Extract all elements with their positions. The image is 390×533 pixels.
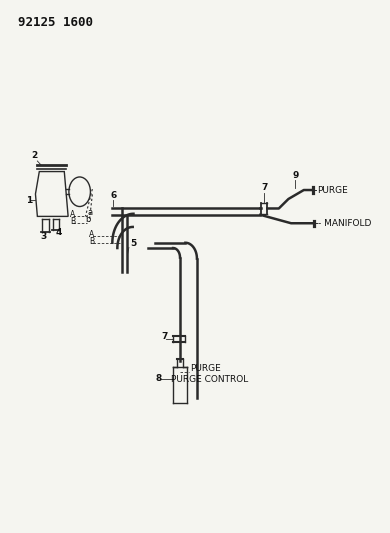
Text: PURGE CONTROL: PURGE CONTROL bbox=[171, 375, 248, 384]
Text: 8: 8 bbox=[155, 374, 161, 383]
Text: PURGE: PURGE bbox=[317, 185, 348, 195]
Text: - MANIFOLD: - MANIFOLD bbox=[318, 219, 371, 228]
Text: PURGE: PURGE bbox=[190, 364, 221, 373]
Text: b: b bbox=[85, 215, 91, 224]
Text: B: B bbox=[89, 237, 94, 246]
Text: A: A bbox=[89, 230, 94, 239]
Text: 7: 7 bbox=[161, 332, 168, 341]
Text: 9: 9 bbox=[292, 171, 299, 180]
Text: 7: 7 bbox=[261, 183, 268, 192]
Text: A: A bbox=[70, 211, 75, 220]
Text: 6: 6 bbox=[110, 191, 117, 200]
Text: 4: 4 bbox=[56, 228, 62, 237]
Text: 5: 5 bbox=[130, 239, 136, 248]
Text: 1: 1 bbox=[26, 196, 32, 205]
Text: 2: 2 bbox=[32, 151, 38, 160]
Text: 3: 3 bbox=[41, 231, 47, 240]
Text: a: a bbox=[87, 208, 92, 217]
Text: B: B bbox=[70, 217, 75, 226]
Text: 92125 1600: 92125 1600 bbox=[18, 16, 93, 29]
